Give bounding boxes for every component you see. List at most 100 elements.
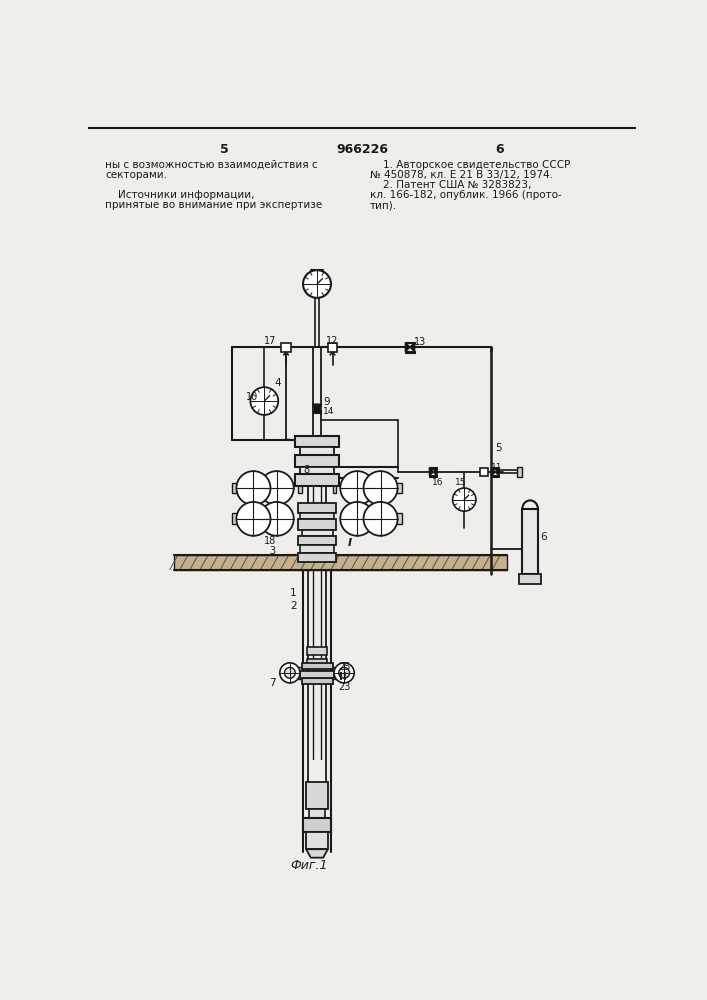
Circle shape xyxy=(334,663,354,683)
Bar xyxy=(300,447,334,455)
Polygon shape xyxy=(491,468,495,476)
Bar xyxy=(395,483,402,493)
Polygon shape xyxy=(410,343,414,352)
Text: 1. Авторское свидетельство СССР: 1. Авторское свидетельство СССР xyxy=(370,160,570,170)
Bar xyxy=(300,513,334,519)
Polygon shape xyxy=(312,404,322,413)
Text: 6: 6 xyxy=(540,532,547,542)
Bar xyxy=(517,467,522,477)
Text: 9: 9 xyxy=(323,397,330,407)
Bar xyxy=(307,647,327,655)
Bar xyxy=(300,671,334,678)
Bar xyxy=(491,475,499,477)
Polygon shape xyxy=(306,849,328,858)
Bar xyxy=(307,659,327,667)
Bar xyxy=(519,574,541,584)
Bar xyxy=(357,483,365,493)
Polygon shape xyxy=(405,343,410,352)
Bar xyxy=(243,513,251,524)
Bar xyxy=(309,809,325,818)
Circle shape xyxy=(284,667,296,678)
Bar xyxy=(174,555,507,570)
Text: тип).: тип). xyxy=(370,200,397,210)
Text: № 450878, кл. Е 21 В 33/12, 1974.: № 450878, кл. Е 21 В 33/12, 1974. xyxy=(370,170,553,180)
Text: 3: 3 xyxy=(269,546,275,556)
Bar xyxy=(429,467,437,469)
Text: 4: 4 xyxy=(274,378,281,388)
Circle shape xyxy=(236,502,271,536)
Bar xyxy=(301,678,332,684)
Text: кл. 166-182, опублик. 1966 (прото-: кл. 166-182, опублик. 1966 (прото- xyxy=(370,190,561,200)
Circle shape xyxy=(250,387,279,415)
Bar xyxy=(269,483,276,493)
Text: 17: 17 xyxy=(264,336,276,346)
Circle shape xyxy=(340,502,374,536)
Text: Фиг.1: Фиг.1 xyxy=(290,859,327,872)
Text: 13: 13 xyxy=(414,337,426,347)
Text: II: II xyxy=(339,672,346,682)
Polygon shape xyxy=(429,468,433,476)
Bar xyxy=(491,467,499,469)
Bar xyxy=(357,514,365,523)
Bar xyxy=(298,519,337,530)
Bar xyxy=(298,483,301,493)
Bar xyxy=(243,483,251,493)
Text: 12: 12 xyxy=(327,336,339,346)
Bar xyxy=(300,545,334,553)
Bar xyxy=(296,455,339,466)
Text: 11: 11 xyxy=(491,463,503,472)
Text: 5: 5 xyxy=(495,443,502,453)
Bar xyxy=(522,509,538,574)
Bar xyxy=(298,536,337,545)
Text: 23: 23 xyxy=(339,682,351,692)
Bar xyxy=(300,466,334,474)
Text: 6: 6 xyxy=(495,143,503,156)
Bar xyxy=(232,513,240,524)
Bar xyxy=(383,513,391,524)
Circle shape xyxy=(452,488,476,511)
Bar xyxy=(296,436,339,447)
Bar xyxy=(405,351,414,353)
Bar xyxy=(296,667,303,679)
Circle shape xyxy=(303,270,331,298)
Bar xyxy=(296,474,339,486)
Bar xyxy=(269,514,276,523)
Text: 2: 2 xyxy=(290,601,296,611)
Text: ны с возможностью взаимодействия с: ны с возможностью взаимодействия с xyxy=(105,160,318,170)
Bar xyxy=(303,818,331,832)
Text: принятые во внимание при экспертизе: принятые во внимание при экспертизе xyxy=(105,200,322,210)
Text: 25: 25 xyxy=(339,662,351,672)
Text: секторами.: секторами. xyxy=(105,170,168,180)
Bar xyxy=(298,553,337,562)
Circle shape xyxy=(259,471,293,505)
Bar xyxy=(328,343,337,352)
Text: 15: 15 xyxy=(455,478,467,487)
Text: 2. Патент США № 3283823,: 2. Патент США № 3283823, xyxy=(370,180,531,190)
Polygon shape xyxy=(433,468,437,476)
Bar xyxy=(395,513,402,524)
Bar xyxy=(306,832,328,849)
Bar xyxy=(307,671,327,678)
Bar xyxy=(301,530,332,536)
Bar xyxy=(298,503,337,513)
Bar xyxy=(331,667,339,679)
Bar xyxy=(405,342,414,343)
Bar xyxy=(332,483,337,493)
Bar xyxy=(383,483,391,493)
Circle shape xyxy=(363,471,397,505)
Text: Источники информации,: Источники информации, xyxy=(105,190,255,200)
Bar xyxy=(306,782,328,809)
Circle shape xyxy=(280,663,300,683)
Text: 7: 7 xyxy=(269,678,276,688)
Circle shape xyxy=(363,502,397,536)
Text: 10: 10 xyxy=(246,392,258,402)
Text: 18: 18 xyxy=(264,536,276,546)
Text: 5: 5 xyxy=(220,143,228,156)
Circle shape xyxy=(340,471,374,505)
Bar xyxy=(301,663,332,669)
Bar xyxy=(281,343,291,352)
Bar xyxy=(429,475,437,477)
Circle shape xyxy=(259,502,293,536)
Text: I: I xyxy=(348,538,352,548)
Circle shape xyxy=(339,667,349,678)
